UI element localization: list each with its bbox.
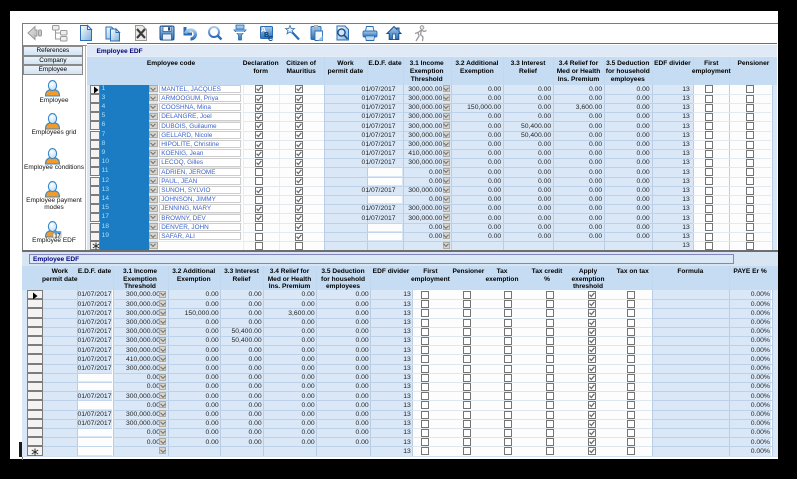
svg-text:B: B: [264, 32, 269, 39]
svg-text:17: 17: [54, 233, 60, 238]
svg-text:A: A: [261, 27, 266, 34]
svg-text:C: C: [268, 36, 273, 42]
